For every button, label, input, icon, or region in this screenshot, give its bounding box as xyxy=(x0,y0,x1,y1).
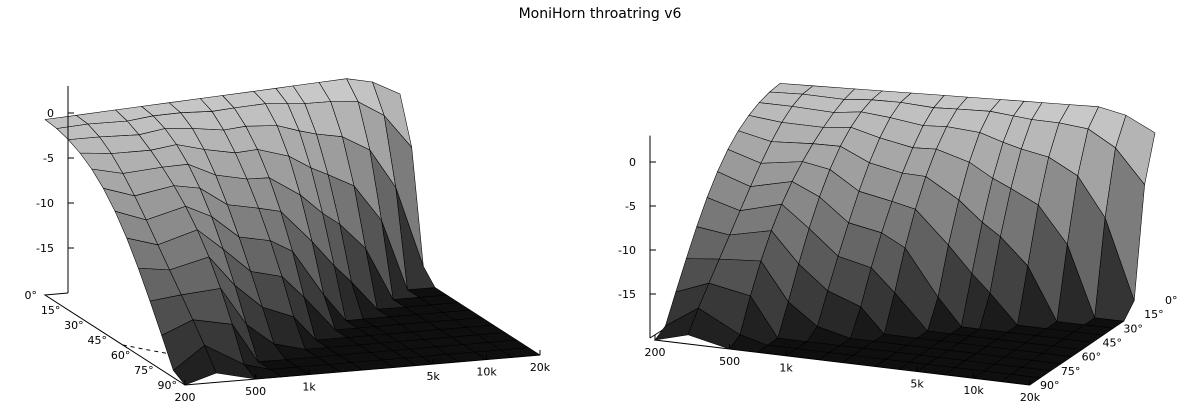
chart-title: MoniHorn throatring v6 xyxy=(518,6,682,22)
z-tick-label: -10 xyxy=(36,197,54,210)
freq-tick-label: 1k xyxy=(779,362,793,375)
z-tick-label: 0 xyxy=(47,107,54,120)
angle-tick-label: 45° xyxy=(88,334,108,347)
right-view-panel: 0 -5 -10 -15 200 500 1k 5k 10k 20k 0°15°30°45°60°7… xyxy=(618,83,1178,404)
z-tick-label: -15 xyxy=(36,242,54,255)
freq-tick-label: 5k xyxy=(910,377,924,390)
surface-patch xyxy=(372,81,412,148)
angle-tick-label: 0° xyxy=(25,289,38,302)
freq-tick-label: 1k xyxy=(302,381,316,394)
z-tick-label: -5 xyxy=(625,200,636,213)
freq-tick-label: 5k xyxy=(426,370,440,383)
angle-tick-label: 30° xyxy=(64,319,84,332)
angle-tick-label: 60° xyxy=(1082,351,1102,364)
z-tick-label: -10 xyxy=(618,244,636,257)
angle-tick-label: 15° xyxy=(41,304,61,317)
left-view-panel: 0 -5 -10 -15 200 500 1k 5k 10k 20k 0°15°30° 45°60°7… xyxy=(25,78,551,404)
z-tick-label: -5 xyxy=(43,152,54,165)
freq-tick-label: 200 xyxy=(645,346,666,359)
angle-tick-label: 75° xyxy=(1061,365,1081,378)
freq-tick-label: 200 xyxy=(175,391,196,404)
freq-tick-label: 500 xyxy=(245,385,266,398)
freq-tick-label: 20k xyxy=(1020,391,1041,404)
angle-tick-label: 30° xyxy=(1123,322,1143,335)
angle-tick-label: 45° xyxy=(1103,337,1123,350)
z-tick-label: -15 xyxy=(618,288,636,301)
freq-tick-label: 20k xyxy=(530,361,551,374)
freq-tick-label: 10k xyxy=(963,384,984,397)
freq-tick-label: 10k xyxy=(476,366,497,379)
angle-tick-label: 0° xyxy=(1165,294,1178,307)
angle-tick-label: 75° xyxy=(134,364,154,377)
angle-tick-label: 60° xyxy=(111,349,131,362)
angle-tick-label: 90° xyxy=(158,379,178,392)
angle-tick-label: 15° xyxy=(1144,308,1164,321)
freq-tick-label: 500 xyxy=(719,355,740,368)
angle-tick-label: 90° xyxy=(1040,379,1060,392)
z-tick-label: 0 xyxy=(629,156,636,169)
